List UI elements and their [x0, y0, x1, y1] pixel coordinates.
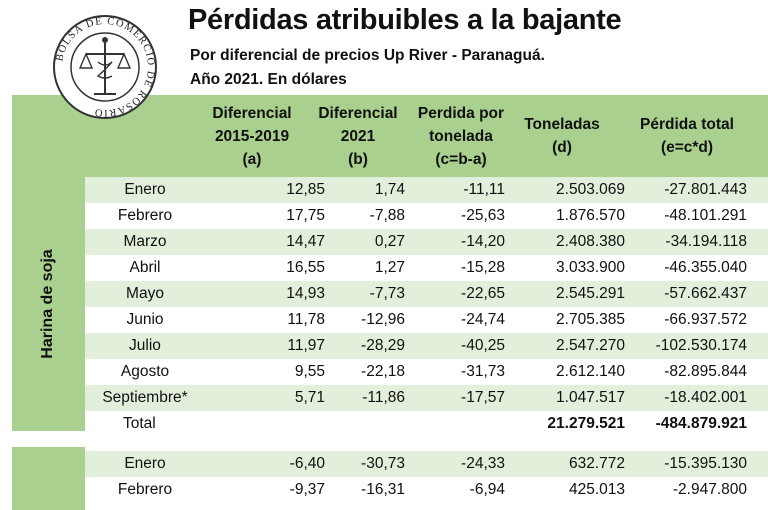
- value-b: -22,18: [361, 363, 405, 380]
- table-row: Marzo 14,47 0,27 -14,20 2.408.380 -34.19…: [85, 229, 768, 255]
- table-row: Agosto 9,55 -22,18 -31,73 2.612.140 -82.…: [85, 359, 768, 385]
- table-header: Diferencial 2015-2019 (a) Diferencial 2021(…: [12, 95, 768, 177]
- page-subtitle: Por diferencial de precios Up River - Pa…: [190, 47, 545, 64]
- value-b: 0,27: [374, 233, 405, 250]
- month-cell: Febrero: [117, 481, 173, 498]
- value-a: 11,97: [287, 337, 325, 354]
- table-row: Enero 12,85 1,74 -11,11 2.503.069 -27.80…: [85, 177, 768, 203]
- table-row: Enero -6,40 -30,73 -24,33 632.772 -15.39…: [85, 451, 768, 477]
- header-perdida-por-tonelada: Perdida por tonelada (c=b-a): [417, 104, 505, 168]
- month-cell: Mayo: [126, 285, 164, 302]
- month-cell: Junio: [126, 311, 164, 328]
- header-diferencial-2015-2019: Diferencial 2015-2019 (a): [212, 104, 292, 168]
- value-a: 14,93: [286, 285, 325, 302]
- value-d: 2.612.140: [556, 363, 625, 380]
- value-e: -57.662.437: [664, 285, 747, 302]
- value-c: -6,94: [469, 481, 505, 498]
- value-b: -7,73: [369, 285, 405, 302]
- value-d: 2.503.069: [556, 181, 625, 198]
- value-b: -11,86: [362, 389, 405, 406]
- value-c: -24,33: [461, 455, 505, 472]
- month-cell: Marzo: [123, 233, 167, 250]
- value-a: 5,71: [294, 389, 325, 406]
- value-a: 11,78: [287, 311, 325, 328]
- section-label-band: [12, 177, 85, 431]
- value-d: 425.013: [568, 481, 625, 498]
- value-c: -22,65: [461, 285, 505, 302]
- bolsa-comercio-seal-logo: BOLSA DE COMERCIO DE ROSARIO: [53, 15, 157, 119]
- month-cell: Julio: [129, 337, 161, 354]
- value-b: -16,31: [361, 481, 405, 498]
- value-a: -9,37: [289, 481, 325, 498]
- value-a: 17,75: [286, 207, 325, 224]
- month-cell: Agosto: [120, 363, 170, 380]
- value-d: 2.408.380: [556, 233, 625, 250]
- month-cell: Abril: [129, 259, 161, 276]
- header-toneladas: Toneladas (d): [524, 116, 600, 156]
- page-title: Pérdidas atribuibles a la bajante: [188, 4, 622, 36]
- section1-table: Enero 12,85 1,74 -11,11 2.503.069 -27.80…: [85, 177, 768, 437]
- value-d: 2.547.270: [556, 337, 625, 354]
- table-row: Julio 11,97 -28,29 -40,25 2.547.270 -102…: [85, 333, 768, 359]
- value-e: -2.947.800: [672, 481, 747, 498]
- value-d: 1.876.570: [556, 207, 625, 224]
- value-b: -28,29: [361, 337, 405, 354]
- value-c: -15,28: [461, 259, 505, 276]
- header-perdida-total: Pérdida total (e=c*d): [640, 116, 734, 156]
- value-c: -11,11: [463, 181, 505, 198]
- value-a: -6,40: [289, 455, 325, 472]
- value-c: -31,73: [461, 363, 505, 380]
- total-label: Total: [123, 415, 156, 432]
- table-row: Junio 11,78 -12,96 -24,74 2.705.385 -66.…: [85, 307, 768, 333]
- value-e: -46.355.040: [664, 259, 747, 276]
- value-e: -48.101.291: [664, 207, 747, 224]
- value-d: 632.772: [568, 455, 625, 472]
- value-c: -17,57: [461, 389, 505, 406]
- table-row: Abril 16,55 1,27 -15,28 3.033.900 -46.35…: [85, 255, 768, 281]
- value-b: 1,27: [374, 259, 405, 276]
- value-a: 14,47: [286, 233, 325, 250]
- value-c: -14,20: [461, 233, 505, 250]
- value-d: 2.705.385: [556, 311, 625, 328]
- table-row: Mayo 14,93 -7,73 -22,65 2.545.291 -57.66…: [85, 281, 768, 307]
- total-toneladas: 21.279.521: [547, 415, 625, 432]
- table-row: Septiembre* 5,71 -11,86 -17,57 1.047.517…: [85, 385, 768, 411]
- page-subtitle-year: Año 2021. En dólares: [190, 71, 347, 88]
- value-b: -12,96: [361, 311, 405, 328]
- value-d: 2.545.291: [556, 285, 625, 302]
- value-e: -102.530.174: [655, 337, 747, 354]
- value-b: 1,74: [374, 181, 405, 198]
- section2-table: Enero -6,40 -30,73 -24,33 632.772 -15.39…: [85, 451, 768, 503]
- section2-label-band: [12, 447, 85, 510]
- value-d: 3.033.900: [556, 259, 625, 276]
- table-row: Febrero 17,75 -7,88 -25,63 1.876.570 -48…: [85, 203, 768, 229]
- value-e: -66.937.572: [664, 311, 747, 328]
- value-b: -30,73: [361, 455, 405, 472]
- table-row: Febrero -9,37 -16,31 -6,94 425.013 -2.94…: [85, 477, 768, 503]
- value-e: -34.194.118: [665, 233, 747, 250]
- value-e: -27.801.443: [664, 181, 747, 198]
- total-row: Total 21.279.521 -484.879.921: [85, 411, 768, 437]
- value-a: 16,55: [286, 259, 325, 276]
- total-perdida: -484.879.921: [655, 415, 747, 432]
- value-c: -24,74: [461, 311, 505, 328]
- value-b: -7,88: [369, 207, 405, 224]
- value-a: 12,85: [286, 181, 325, 198]
- value-e: -18.402.001: [664, 389, 747, 406]
- value-e: -15.395.130: [664, 455, 747, 472]
- value-c: -40,25: [461, 337, 505, 354]
- value-c: -25,63: [461, 207, 505, 224]
- value-e: -82.895.844: [664, 363, 747, 380]
- month-cell: Enero: [124, 181, 166, 198]
- value-d: 1.047.517: [556, 389, 625, 406]
- month-cell: Enero: [124, 455, 166, 472]
- month-cell: Septiembre*: [102, 389, 188, 406]
- month-cell: Febrero: [117, 207, 173, 224]
- section-label-harina-de-soja: Harina de soja: [39, 249, 56, 359]
- value-a: 9,55: [294, 363, 325, 380]
- header-diferencial-2021: Diferencial 2021 (b): [318, 104, 398, 168]
